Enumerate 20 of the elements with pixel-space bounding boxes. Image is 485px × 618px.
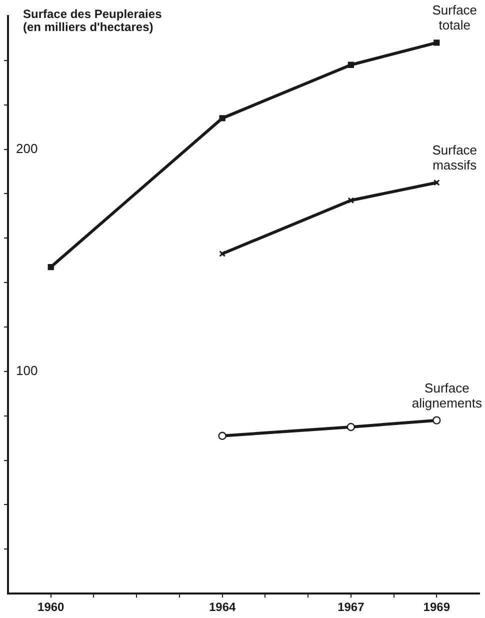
- x-tick-label: 1967: [338, 600, 365, 614]
- point: [48, 264, 54, 270]
- point: [432, 416, 441, 424]
- x-tick-label: 1960: [38, 600, 65, 614]
- point: [219, 115, 226, 122]
- point: [219, 250, 226, 257]
- point: [433, 179, 440, 186]
- point: [348, 197, 354, 204]
- x-tick-label: 1964: [208, 600, 236, 614]
- point: [346, 422, 356, 432]
- y-axis-title: Surface des Peupleraies (en milliers d'hectares): [23, 7, 162, 34]
- y-tick-label: 200: [16, 140, 38, 156]
- series-label: Surface massifs: [432, 142, 478, 173]
- y-tick-label: 100: [16, 363, 38, 378]
- x-tick-label: 1969: [423, 600, 450, 614]
- point: [218, 432, 226, 440]
- point: [348, 62, 354, 68]
- series-label: Surface alignements: [412, 380, 482, 410]
- point: [434, 40, 440, 46]
- series-label: Surface totale: [432, 2, 478, 33]
